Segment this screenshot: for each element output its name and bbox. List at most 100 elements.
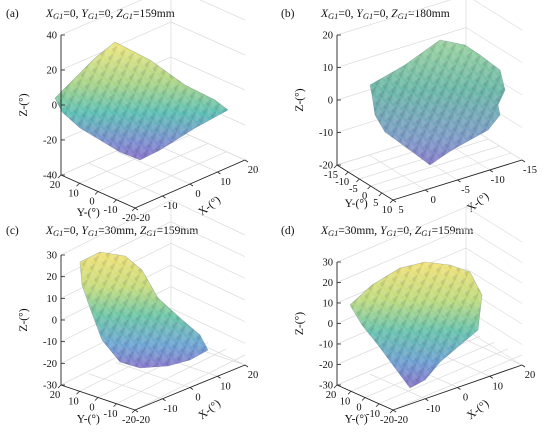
z-tick-label: 0 xyxy=(328,96,333,107)
title-variable: X xyxy=(45,8,54,20)
grid-line xyxy=(465,339,523,366)
title-subscript: G1 xyxy=(88,228,98,238)
y-tick-mark xyxy=(76,182,80,187)
title-value: =0, xyxy=(63,225,81,237)
y-tick-mark xyxy=(57,384,62,389)
z-tick-label: 30 xyxy=(323,258,334,269)
title-value: =0, xyxy=(338,8,356,20)
x-tick-mark xyxy=(162,195,166,199)
y-tick-label: 20 xyxy=(50,180,61,191)
z-tick-label: -10 xyxy=(319,340,333,351)
y-tick-mark xyxy=(333,384,338,389)
title-variable: Y xyxy=(356,8,364,20)
y-tick-label: -10 xyxy=(366,409,380,420)
title-variable: Y xyxy=(380,225,388,237)
y-tick-label: -10 xyxy=(335,177,349,188)
y-tick-label: 10 xyxy=(340,396,351,407)
grid-line xyxy=(115,150,191,185)
y-axis-label: Y-(°) xyxy=(77,413,100,425)
title-variable: Z xyxy=(391,8,398,20)
x-tick-label: 0 xyxy=(431,195,436,206)
grid-line xyxy=(336,0,523,36)
x-tick-label: 20 xyxy=(525,370,536,381)
y-tick-label: -20 xyxy=(122,415,136,426)
x-tick-label: 0 xyxy=(195,393,200,404)
title-subscript: G1 xyxy=(421,228,431,238)
title-subscript: G1 xyxy=(398,11,408,21)
y-tick-label: -20 xyxy=(380,415,394,426)
title-variable: X xyxy=(320,8,329,20)
y-tick-label: 10 xyxy=(68,188,79,199)
x-tick-mark xyxy=(457,179,461,183)
x-tick-label: 10 xyxy=(220,381,231,392)
x-tick-mark xyxy=(489,169,493,173)
grid-line xyxy=(88,162,163,197)
panel-title: XG1=0, YG1=0, ZG1=159mm xyxy=(45,8,175,21)
panel-label: (c) xyxy=(6,225,19,237)
title-value: =0, xyxy=(373,8,391,20)
y-tick-label: -5 xyxy=(349,184,358,195)
title-subscript: G1 xyxy=(53,11,63,21)
x-tick-mark xyxy=(217,171,221,175)
y-tick-label: -10 xyxy=(104,409,118,420)
surface-facets xyxy=(350,262,482,388)
y-axis-line xyxy=(336,164,394,201)
y-tick-label: -20 xyxy=(122,213,136,224)
title-value: =0, xyxy=(397,225,415,237)
x-tick-mark xyxy=(244,364,249,368)
y-tick-mark xyxy=(378,192,383,197)
z-axis-label: Z-(°) xyxy=(294,88,306,111)
y-tick-label: 0 xyxy=(356,403,361,414)
z-tick-label: 40 xyxy=(47,31,58,42)
z-tick-label: 0 xyxy=(328,319,333,330)
y-tick-label: 0 xyxy=(362,191,367,202)
title-variable: Y xyxy=(81,8,89,20)
x-tick-mark xyxy=(189,387,194,390)
z-tick-label: -30 xyxy=(43,381,57,392)
x-tick-label: 20 xyxy=(248,165,259,176)
z-tick-label: 20 xyxy=(323,31,334,42)
title-subscript: G1 xyxy=(53,228,63,238)
title-subscript: G1 xyxy=(328,11,338,21)
y-tick-mark xyxy=(347,390,352,395)
z-tick-label: -20 xyxy=(319,161,333,172)
title-subscript: G1 xyxy=(123,11,133,21)
z-tick-label: -10 xyxy=(43,337,57,348)
z-tick-label: -40 xyxy=(43,171,57,182)
y-tick-label: 10 xyxy=(68,396,79,407)
y-tick-mark xyxy=(131,409,136,414)
title-subscript: G1 xyxy=(386,228,396,238)
title-variable: X xyxy=(320,225,329,237)
x-tick-mark xyxy=(425,189,429,193)
x-tick-label: -10 xyxy=(491,175,505,186)
z-tick-label: 20 xyxy=(323,278,334,289)
title-variable: X xyxy=(45,225,54,237)
panel-title: XG1=0, YG1=0, ZG1=180mm xyxy=(320,8,450,21)
y-tick-label: 0 xyxy=(89,197,94,208)
y-tick-mark xyxy=(375,403,380,408)
surface-facets xyxy=(80,252,208,368)
title-value: =159mm xyxy=(157,225,199,237)
x-axis-label: X-(°) xyxy=(465,398,492,423)
z-tick-label: -30 xyxy=(319,381,333,392)
z-tick-label: -10 xyxy=(319,128,333,139)
title-variable: Z xyxy=(116,8,123,20)
x-tick-label: -20 xyxy=(136,415,150,426)
z-tick-label: -20 xyxy=(43,136,57,147)
x-tick-label: -10 xyxy=(426,404,440,415)
y-tick-label: -15 xyxy=(324,170,338,181)
chart-panel-2: (b) XG1=0, YG1=0, ZG1=180mm20100-10-20-15… xyxy=(281,0,537,216)
x-tick-mark xyxy=(217,375,221,379)
panel-label: (a) xyxy=(6,8,19,20)
x-tick-label: 10 xyxy=(220,177,231,188)
x-tick-mark xyxy=(134,409,139,413)
y-tick-mark xyxy=(344,171,349,176)
y-tick-mark xyxy=(57,174,62,179)
z-tick-label: 20 xyxy=(47,272,58,283)
x-tick-mark xyxy=(457,387,461,390)
grid-line xyxy=(115,362,191,388)
panel-label: (d) xyxy=(281,225,295,237)
x-tick-mark xyxy=(392,409,397,413)
chart-panel-4: (d) XG1=30mm, YG1=0, ZG1=159mm3020100-10-… xyxy=(281,206,536,426)
x-tick-mark xyxy=(162,398,166,402)
